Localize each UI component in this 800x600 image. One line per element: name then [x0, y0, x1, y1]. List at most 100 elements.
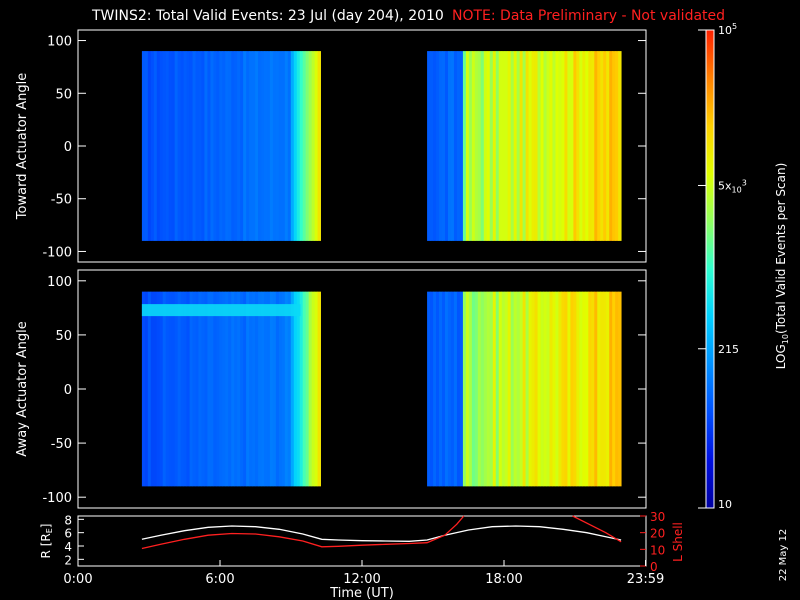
heatmap-column [177, 51, 182, 241]
heatmap-column [501, 291, 506, 487]
heatmap-column [144, 291, 149, 487]
orbit-left-tick-label: 2 [64, 553, 72, 567]
heatmap-column [186, 51, 190, 241]
time-tick-label: 12:00 [343, 572, 380, 587]
heatmap-column [299, 51, 304, 241]
heatmap-column [150, 291, 155, 487]
heatmap-column [210, 291, 214, 487]
heatmap-column [465, 51, 470, 241]
heatmap-column [615, 51, 619, 241]
heatmap-column [189, 291, 193, 487]
heatmap-column [477, 291, 482, 487]
heatmap-column [585, 291, 589, 487]
heatmap-column [296, 51, 301, 241]
heatmap-column [264, 51, 268, 241]
heatmap-column [156, 291, 161, 487]
y-tick-label: -100 [42, 491, 72, 506]
heatmap-column [171, 291, 176, 487]
heatmap-column [207, 291, 211, 487]
heatmap-column [225, 51, 229, 241]
heatmap-column [585, 51, 589, 241]
orbit-right-tick-label: 0 [650, 560, 658, 574]
heatmap-column [228, 51, 232, 241]
heatmap-column [492, 51, 497, 241]
heatmap-column [258, 291, 262, 487]
colorbar-tick-label: 215 [718, 343, 739, 356]
y-tick-label: 100 [47, 275, 72, 290]
y-tick-label: 50 [55, 87, 72, 102]
heatmap-column [141, 51, 146, 241]
heatmap-column [165, 291, 170, 487]
heatmap-column [447, 51, 452, 241]
heatmap-column [195, 291, 199, 487]
heatmap-column [189, 51, 193, 241]
orbit-right-tick-label: 30 [650, 510, 665, 524]
heatmap-column [243, 291, 247, 487]
heatmap-column [430, 291, 434, 487]
heatmap-column [177, 291, 182, 487]
heatmap-column [290, 51, 295, 241]
heatmap-column [314, 291, 319, 487]
heatmap-column [531, 291, 535, 487]
heatmap-column [433, 291, 437, 487]
heatmap-column [261, 51, 265, 241]
heatmap-column [489, 51, 494, 241]
heatmap-column [255, 291, 259, 487]
heatmap-column [243, 51, 247, 241]
heatmap-column [266, 291, 271, 487]
y-tick-label: 0 [64, 140, 72, 155]
heatmap-column [201, 51, 205, 241]
heatmap-column [439, 291, 443, 487]
orbit-lines [141, 515, 622, 550]
heatmap-column [180, 291, 184, 487]
heatmap-column [561, 291, 565, 487]
heatmap-column [186, 291, 190, 487]
away-panel: 100 50 0 -50 -100 Away Actuator Angle [15, 269, 647, 509]
heatmap-column [174, 51, 179, 241]
orbit-ylabel-right: L Shell [671, 522, 685, 562]
heatmap-column [582, 51, 586, 241]
time-tick-label: 0:00 [63, 572, 92, 587]
figure-title: TWINS2: Total Valid Events: 23 Jul (day … [91, 8, 444, 24]
heatmap-column [459, 51, 464, 241]
heatmap-column [287, 291, 292, 487]
heatmap-column [501, 51, 506, 241]
heatmap-column [516, 291, 521, 487]
heatmap-column [258, 51, 262, 241]
heatmap-column [570, 291, 574, 487]
heatmap-column [204, 51, 208, 241]
away-heatmap [141, 291, 622, 487]
heatmap-column [168, 291, 173, 487]
y-tick-label: -50 [51, 437, 72, 452]
heatmap-column [427, 291, 431, 487]
heatmap-column [597, 291, 601, 487]
heatmap-column [147, 291, 152, 487]
heatmap-column [498, 51, 503, 241]
heatmap-column [159, 291, 164, 487]
heatmap-column [314, 51, 319, 241]
heatmap-column [222, 51, 226, 241]
heatmap-column [255, 51, 259, 241]
heatmap-column [252, 51, 256, 241]
heatmap-column [522, 51, 527, 241]
heatmap-column [588, 51, 592, 241]
heatmap-column [474, 51, 479, 241]
heatmap-column [513, 291, 518, 487]
toward-ylabel: Toward Actuator Angle [15, 73, 30, 220]
heatmap-column [558, 51, 562, 241]
heatmap-column [150, 51, 155, 241]
toward-y-ticks: 100 50 0 -50 -100 [42, 35, 646, 260]
colorbar-frame [705, 29, 715, 509]
heatmap-column [183, 291, 187, 487]
heatmap-column [522, 291, 527, 487]
heatmap-column [513, 51, 518, 241]
colorbar: 105 5x103 215 10 LOG10(Total Valid Events p… [698, 22, 790, 511]
heatmap-column [480, 51, 485, 241]
y-tick-label: -50 [51, 193, 72, 208]
heatmap-column [299, 291, 304, 487]
heatmap-column [468, 51, 473, 241]
heatmap-column [549, 291, 553, 487]
heatmap-column [237, 291, 241, 487]
heatmap-column [573, 51, 577, 241]
y-tick-label: 100 [47, 35, 72, 50]
